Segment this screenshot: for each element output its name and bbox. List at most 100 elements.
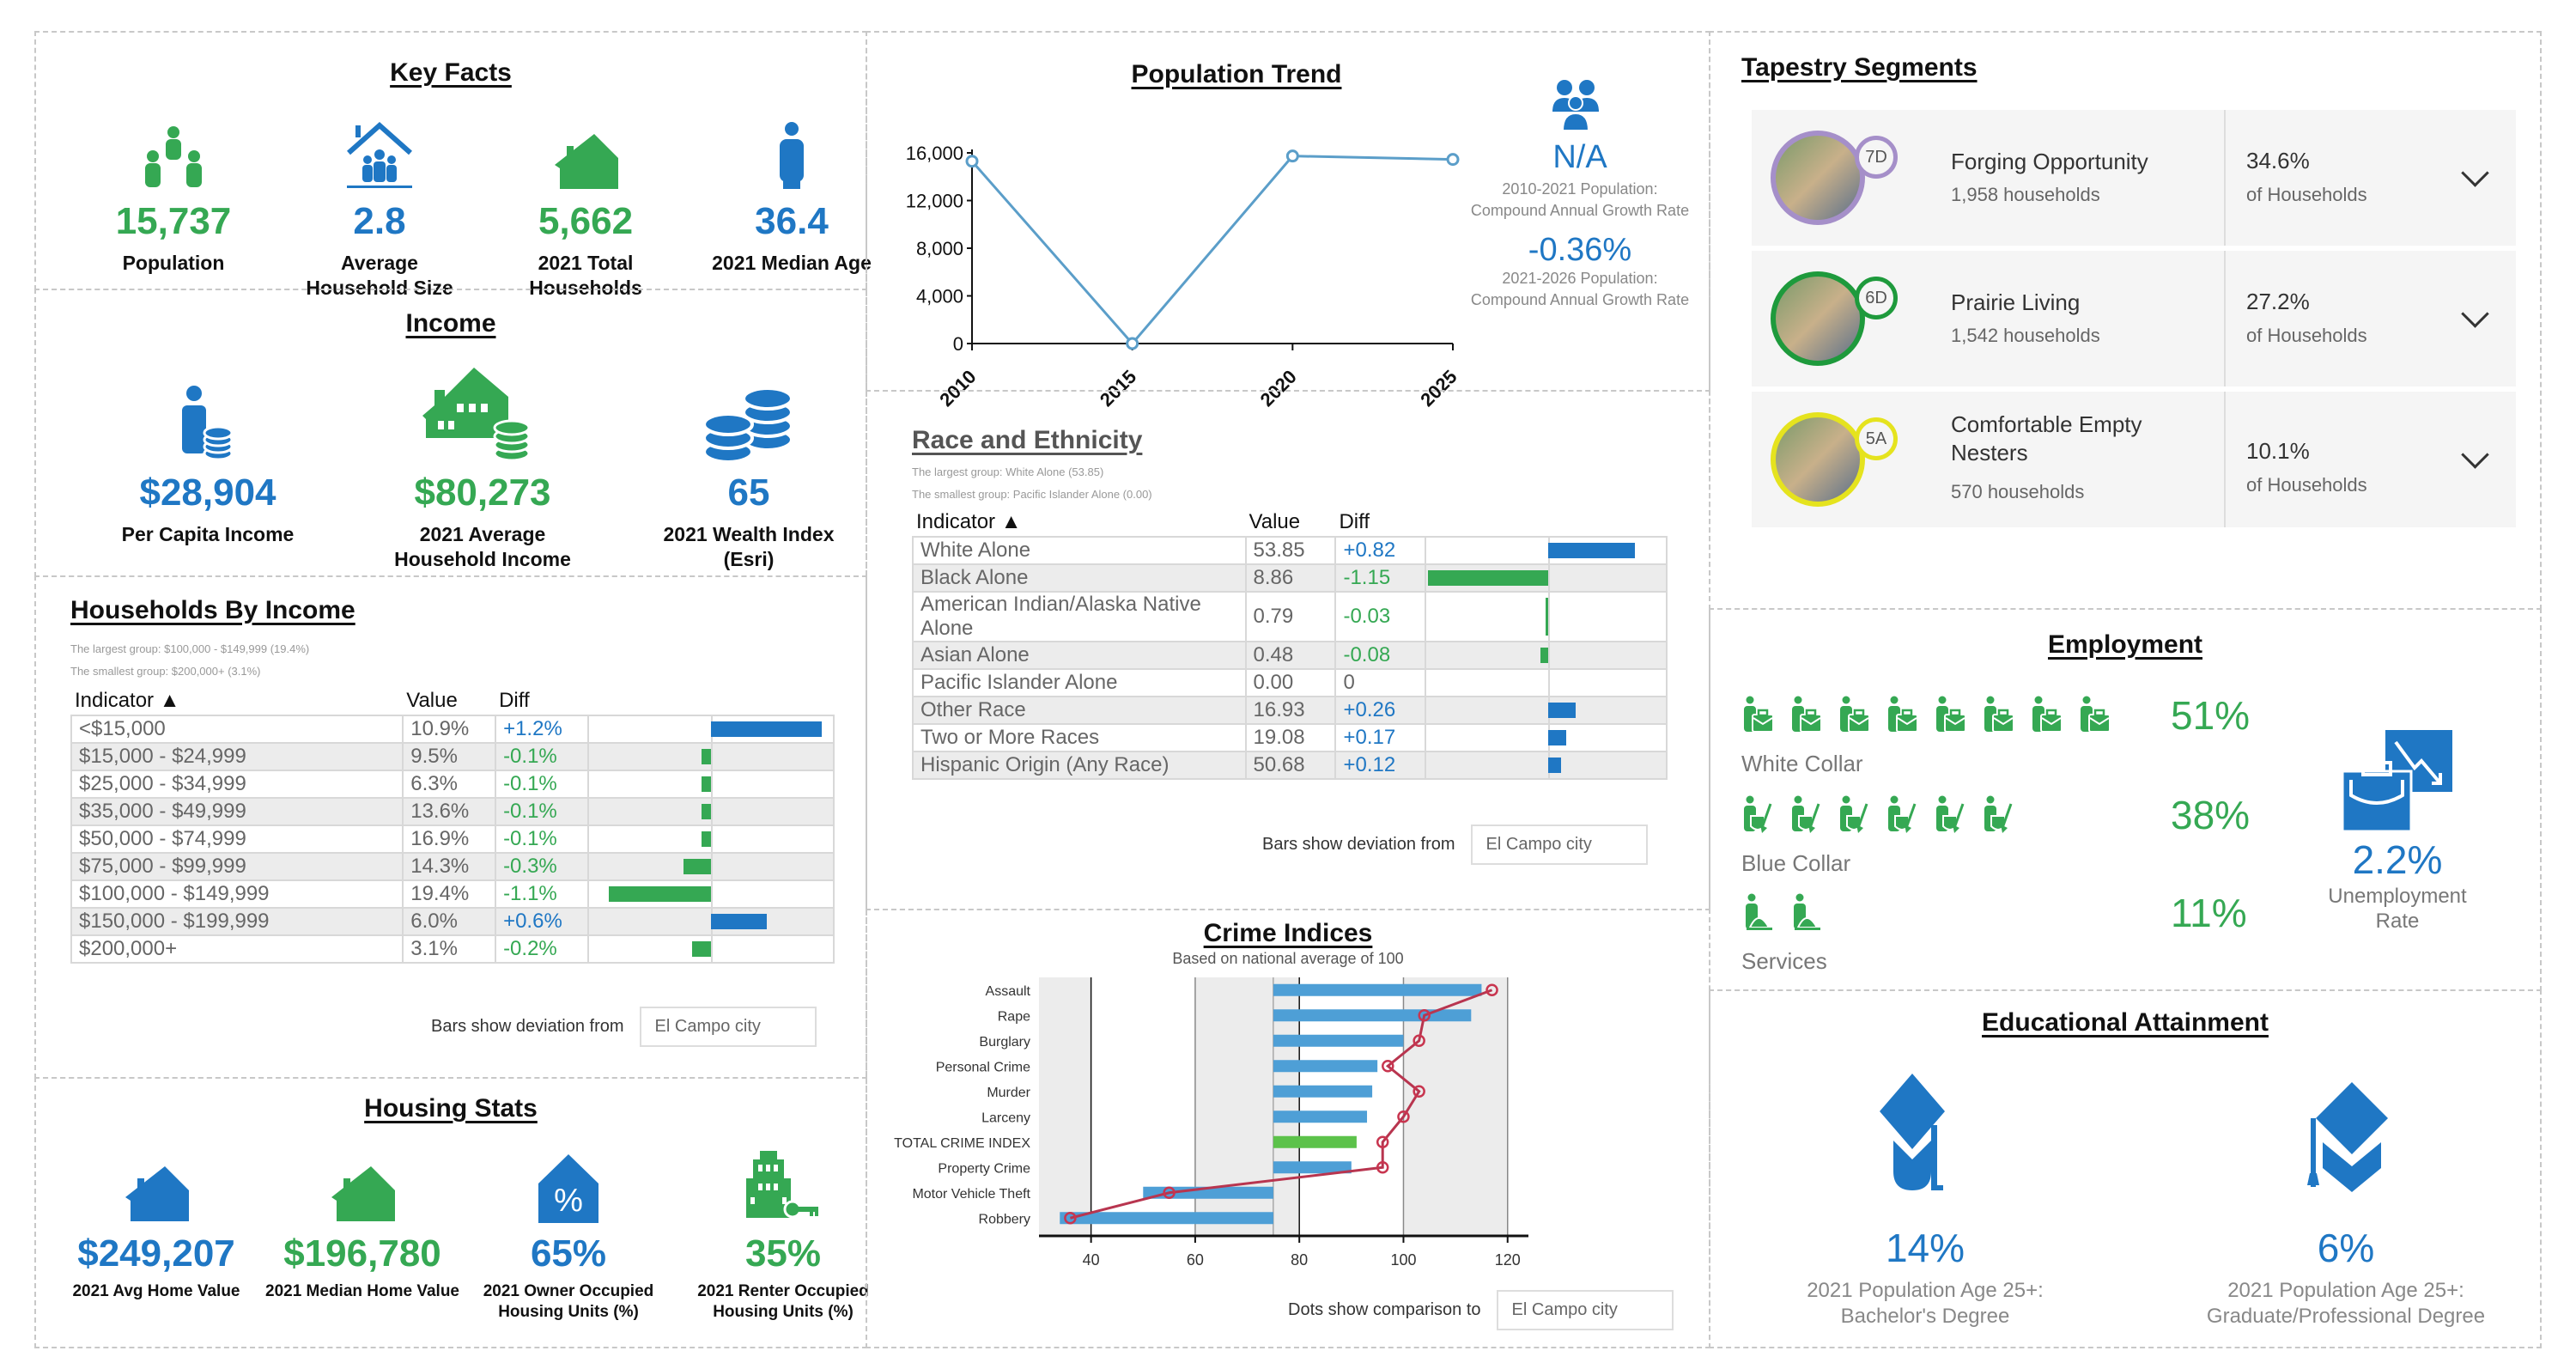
x-tick-label: 60 bbox=[1187, 1251, 1204, 1269]
deviation-bar-cell bbox=[1425, 751, 1668, 780]
house-percent-icon: % bbox=[465, 1146, 671, 1223]
table-row[interactable]: $50,000 - $74,999 16.9% -0.1% bbox=[70, 824, 835, 854]
smallest-group-note: The smallest group: $200,000+ (3.1%) bbox=[70, 665, 261, 678]
tapestry-title: Tapestry Segments bbox=[1741, 53, 1978, 82]
table-row[interactable]: Black Alone 8.86 -1.15 bbox=[912, 563, 1668, 593]
svg-text:%: % bbox=[554, 1183, 583, 1219]
segment-code-badge: 7D bbox=[1855, 136, 1898, 179]
income-panel: Income $28,904 Per Capita Income $80,273 20… bbox=[34, 289, 867, 577]
comparison-select[interactable]: El Campo city bbox=[1496, 1290, 1674, 1330]
comparison-dot bbox=[1418, 1009, 1431, 1022]
education-panel: Educational Attainment 14% 2021 Populatio… bbox=[1709, 989, 2542, 1348]
table-row[interactable]: $35,000 - $49,999 13.6% -0.1% bbox=[70, 797, 835, 826]
race-ethnicity-title: Race and Ethnicity bbox=[912, 426, 1143, 454]
race-deviation-control: Bars show deviation from El Campo city bbox=[1262, 824, 1648, 865]
chevron-down-icon[interactable] bbox=[2461, 300, 2489, 328]
employment-category-label: White Collar bbox=[1741, 751, 1863, 776]
table-row[interactable]: $200,000+ 3.1% -0.2% bbox=[70, 934, 835, 964]
indicator-cell: Two or More Races bbox=[912, 723, 1247, 752]
income-per-capita-value: $28,904 bbox=[139, 472, 276, 514]
diff-cell: -0.1% bbox=[495, 742, 589, 771]
deviation-bar bbox=[1548, 703, 1577, 718]
comparison-dot bbox=[1376, 1135, 1389, 1148]
segment-divider bbox=[2224, 251, 2226, 386]
table-row[interactable]: $150,000 - $199,999 6.0% +0.6% bbox=[70, 907, 835, 936]
deviation-bar-cell bbox=[586, 824, 835, 854]
crime-bar bbox=[1273, 1085, 1373, 1098]
house-icon bbox=[259, 1146, 465, 1223]
value-header[interactable]: Value bbox=[1249, 510, 1301, 533]
table-row[interactable]: American Indian/Alaska Native Alone 0.79-… bbox=[912, 591, 1668, 642]
table-row[interactable]: Other Race 16.93 +0.26 bbox=[912, 696, 1668, 725]
table-row[interactable]: White Alone 53.85 +0.82 bbox=[912, 536, 1668, 565]
blue-collar-worker-icon bbox=[1838, 795, 1870, 837]
diff-cell: -0.1% bbox=[495, 824, 589, 854]
indicator-header[interactable]: Indicator ▲ bbox=[75, 689, 180, 712]
table-row[interactable]: Two or More Races 19.08 +0.17 bbox=[912, 723, 1668, 752]
segment-photo bbox=[1771, 131, 1865, 225]
category-label: Burglary bbox=[979, 1035, 1030, 1050]
value-cell: 10.9% bbox=[402, 715, 497, 744]
income-avg-household-label: 2021 Average Household Income bbox=[394, 523, 571, 570]
growth-2010-2021-label: 2010-2021 Population: Compound Annual Gr… bbox=[1470, 180, 1690, 220]
diff-cell: +0.17 bbox=[1334, 723, 1427, 752]
zero-line bbox=[710, 799, 713, 824]
deviation-select[interactable]: El Campo city bbox=[639, 1007, 817, 1047]
education-stat: 6% 2021 Population Age 25+: Graduate/Prof… bbox=[2191, 1070, 2500, 1330]
tapestry-segment[interactable]: 5A Comfortable Empty Nesters 570 household… bbox=[1752, 392, 2516, 527]
table-row[interactable]: <$15,000 10.9% +1.2% bbox=[70, 715, 835, 744]
diff-cell: -1.1% bbox=[495, 879, 589, 909]
table-row[interactable]: Hispanic Origin (Any Race) 50.68 +0.12 bbox=[912, 751, 1668, 780]
households-by-income-title: Households By Income bbox=[70, 596, 355, 624]
deviation-bar bbox=[1540, 648, 1549, 663]
indicator-cell: Other Race bbox=[912, 696, 1247, 725]
key-fact-2021-total-households-value: 5,662 bbox=[538, 200, 634, 242]
category-label: Larceny bbox=[981, 1110, 1030, 1125]
population-point bbox=[965, 155, 979, 168]
comparison-dot bbox=[1413, 1085, 1425, 1098]
zero-line bbox=[710, 744, 713, 770]
tapestry-segment[interactable]: 6D Prairie Living 1,542 households 27.2% of … bbox=[1752, 251, 2516, 386]
table-row[interactable]: $75,000 - $99,999 14.3% -0.3% bbox=[70, 852, 835, 881]
deviation-label: Bars show deviation from bbox=[431, 1017, 624, 1036]
diff-header[interactable]: Diff bbox=[1339, 510, 1370, 533]
population-point bbox=[1126, 337, 1139, 350]
comparison-label: Dots show comparison to bbox=[1288, 1300, 1481, 1319]
employment-panel: Employment White Collar 51% Blue Collar 38%… bbox=[1709, 608, 2542, 991]
indicator-cell: <$15,000 bbox=[70, 715, 404, 744]
household-icon bbox=[294, 119, 465, 191]
segment-code-badge: 5A bbox=[1855, 417, 1898, 460]
tapestry-segment[interactable]: 7D Forging Opportunity 1,958 households 34.… bbox=[1752, 110, 2516, 246]
deviation-bar bbox=[710, 914, 767, 929]
housing-stats-panel: Housing Stats $249,207 2021 Avg Home Valu… bbox=[34, 1077, 869, 1348]
population-line bbox=[970, 155, 1454, 346]
zero-line bbox=[1548, 642, 1551, 668]
table-row[interactable]: $25,000 - $34,999 6.3% -0.1% bbox=[70, 770, 835, 799]
zero-line bbox=[1548, 670, 1551, 696]
table-row[interactable]: $100,000 - $149,999 19.4% -1.1% bbox=[70, 879, 835, 909]
housing-avg-value-label: 2021 Avg Home Value bbox=[72, 1282, 240, 1300]
deviation-bar-cell bbox=[1425, 563, 1668, 593]
indicator-cell: Asian Alone bbox=[912, 641, 1247, 670]
deviation-select[interactable]: El Campo city bbox=[1470, 824, 1648, 865]
deviation-bar-cell bbox=[586, 852, 835, 881]
employment-category-label: Services bbox=[1741, 948, 1827, 974]
table-row[interactable]: Pacific Islander Alone 0.00 0 bbox=[912, 668, 1668, 697]
diff-cell: -0.08 bbox=[1334, 641, 1427, 670]
y-tick-label: 12,000 bbox=[906, 191, 963, 212]
income-title: Income bbox=[405, 309, 496, 338]
table-row[interactable]: $15,000 - $24,999 9.5% -0.1% bbox=[70, 742, 835, 771]
growth-2021-2026-label: 2021-2026 Population: Compound Annual Gr… bbox=[1470, 270, 1690, 309]
chevron-down-icon[interactable] bbox=[2461, 441, 2489, 469]
value-header[interactable]: Value bbox=[406, 689, 458, 712]
employment-percent: 11% bbox=[2171, 891, 2247, 935]
income-wealth-index-label: 2021 Wealth Index (Esri) bbox=[663, 523, 835, 570]
category-label: TOTAL CRIME INDEX bbox=[894, 1136, 1030, 1151]
diff-header[interactable]: Diff bbox=[499, 689, 530, 712]
indicator-header[interactable]: Indicator ▲ bbox=[916, 510, 1022, 533]
largest-group-note: The largest group: $100,000 - $149,999 (… bbox=[70, 642, 310, 655]
table-row[interactable]: Asian Alone 0.48 -0.08 bbox=[912, 641, 1668, 670]
value-cell: 50.68 bbox=[1244, 751, 1337, 780]
chevron-down-icon[interactable] bbox=[2461, 159, 2489, 187]
